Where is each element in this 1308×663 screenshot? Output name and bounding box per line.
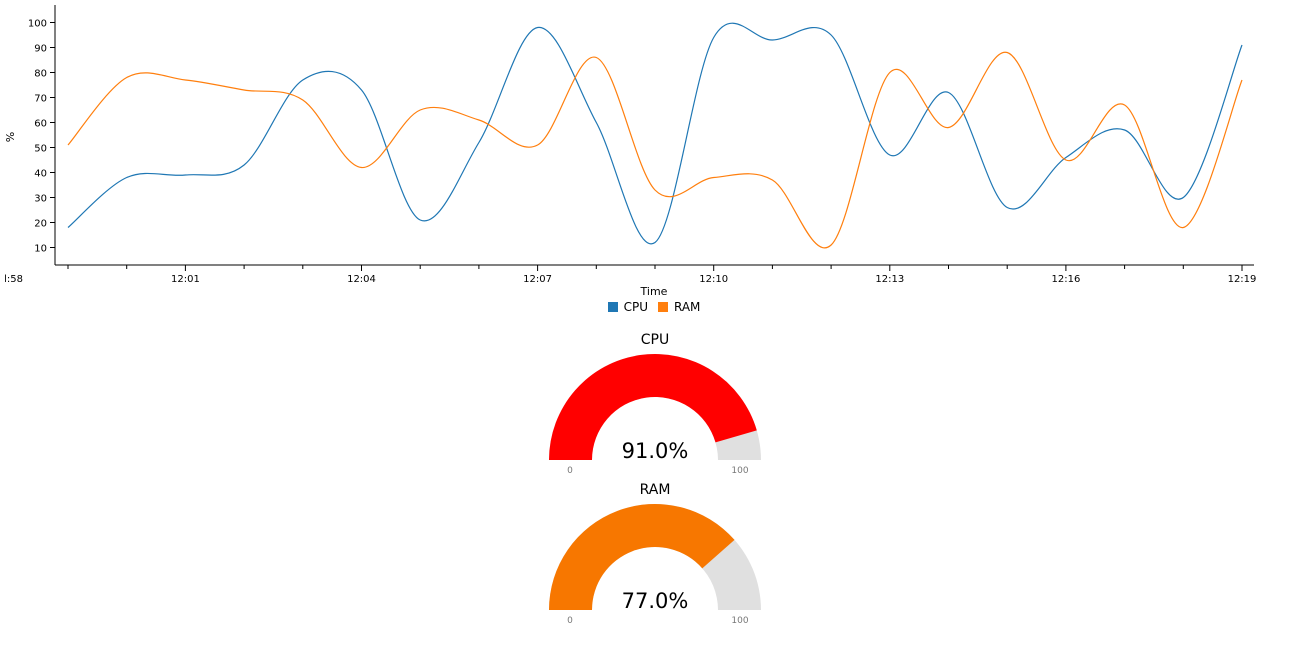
x-tick-label: 12:16 <box>1051 274 1080 285</box>
gauge-max-label: 100 <box>731 466 748 476</box>
series-line-ram <box>67 51 1243 249</box>
y-tick-label: 80 <box>34 69 47 80</box>
gauge-value: 91.0% <box>622 439 689 463</box>
x-tick-label: 12:19 <box>1228 274 1257 285</box>
gauge-max-label: 100 <box>731 616 748 626</box>
x-axis-label: Time <box>640 285 668 298</box>
legend-swatch-cpu <box>607 302 618 312</box>
gauge-fill <box>549 504 735 610</box>
legend-label-cpu: CPU <box>623 300 648 314</box>
cpu-gauge: CPU 91.0% 0 100 <box>540 330 770 480</box>
x-tick-label: 12:10 <box>699 274 728 285</box>
y-tick-label: 100 <box>28 19 47 30</box>
y-tick-label: 20 <box>34 219 47 230</box>
line-chart: 10 20 30 40 50 60 70 80 90 100 l:58 12:01 12:04 12:0… <box>4 5 1257 298</box>
y-tick-label: 30 <box>34 194 47 205</box>
y-tick-label: 10 <box>34 244 47 255</box>
y-axis-label: % <box>4 132 17 142</box>
y-tick-label: 90 <box>34 44 47 55</box>
series-lines <box>67 22 1243 249</box>
gauge-min-label: 0 <box>567 466 573 476</box>
series-line-cpu <box>67 22 1243 245</box>
y-tick-label: 70 <box>34 94 47 105</box>
y-tick-label: 60 <box>34 119 47 130</box>
legend-item-cpu: CPU <box>607 300 648 314</box>
x-tick-label: l:58 <box>4 274 23 285</box>
gauge-min-label: 0 <box>567 616 573 626</box>
chart-legend: CPU RAM <box>0 300 1308 314</box>
x-tick-label: 12:07 <box>523 274 552 285</box>
gauge-value: 77.0% <box>622 589 689 613</box>
y-axis: 10 20 30 40 50 60 70 80 90 100 <box>28 5 56 265</box>
gauge-title: CPU <box>641 332 669 348</box>
x-tick-label: 12:01 <box>171 274 200 285</box>
y-tick-label: 40 <box>34 169 47 180</box>
gauge-fill <box>549 353 757 460</box>
x-tick-label: 12:04 <box>347 274 376 285</box>
x-axis: l:58 12:01 12:04 12:07 12:10 12:13 12:16 12:19 <box>4 264 1257 285</box>
x-tick-label: 12:13 <box>875 274 904 285</box>
ram-gauge: RAM 77.0% 0 100 <box>540 480 770 630</box>
legend-swatch-ram <box>657 302 668 312</box>
gauge-title: RAM <box>640 482 671 498</box>
legend-item-ram: RAM <box>657 300 701 314</box>
y-tick-label: 50 <box>34 144 47 155</box>
legend-label-ram: RAM <box>673 300 701 314</box>
